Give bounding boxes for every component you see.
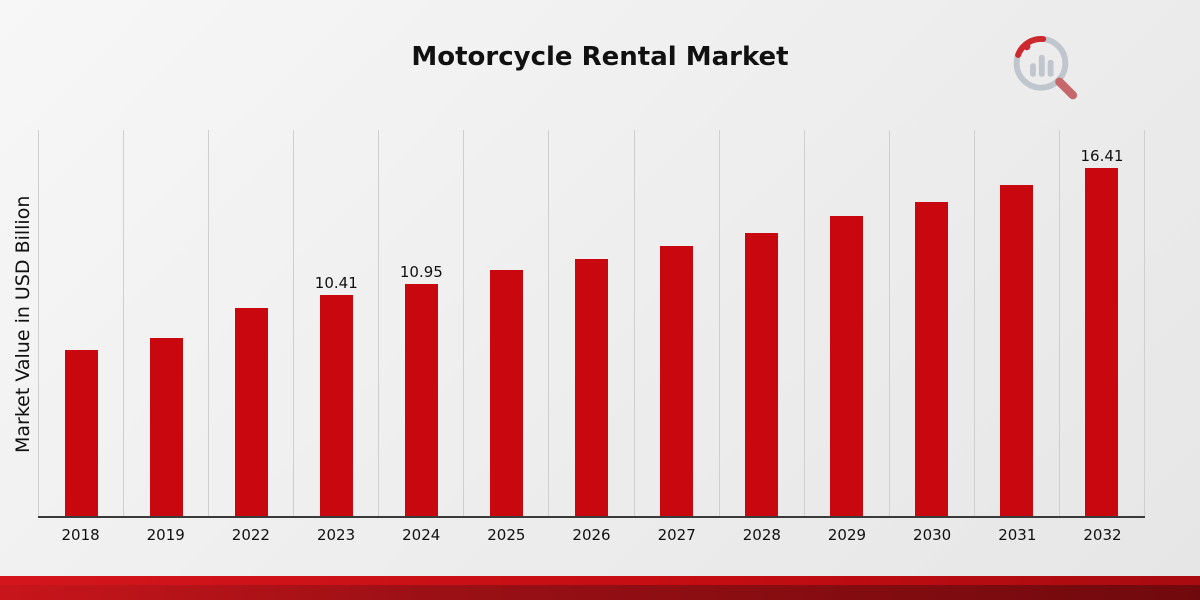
x-tick-2027: 2027 <box>657 526 696 544</box>
x-tick-2024: 2024 <box>402 526 441 544</box>
bar-chart: Market Value in USD Billion 10.41 10.95 16… <box>0 130 1200 544</box>
x-axis-labels: 2018 2019 2022 2023 2024 2025 2026 2027 2028 2029… <box>38 526 1145 544</box>
plot-column-2031 <box>975 130 1060 516</box>
logo-magnifier-handle <box>1055 77 1078 100</box>
plot-column-2028 <box>720 130 805 516</box>
chart-header: Motorcycle Rental Market <box>0 0 1200 130</box>
bar-2032 <box>1085 168 1119 516</box>
bar-2028 <box>745 233 779 516</box>
bar-2030 <box>915 202 949 516</box>
footer-ribbon <box>0 576 1200 600</box>
bar-2025 <box>489 270 523 516</box>
logo-red-dot <box>1022 42 1031 51</box>
plot-column-2025 <box>464 130 550 516</box>
chart-title: Motorcycle Rental Market <box>411 42 789 72</box>
plot-column-2024: 10.95 <box>379 130 465 516</box>
x-tick-2028: 2028 <box>742 526 781 544</box>
plot-column-2022 <box>209 130 295 516</box>
plot-column-2030 <box>890 130 975 516</box>
logo-bar-small-icon <box>1030 63 1036 77</box>
bar-2018 <box>64 350 98 516</box>
x-tick-2030: 2030 <box>913 526 952 544</box>
bar-2026 <box>575 259 608 516</box>
x-tick-2032: 2032 <box>1083 526 1122 544</box>
plot-column-2026 <box>549 130 635 516</box>
x-tick-2018: 2018 <box>61 526 100 544</box>
bar-2023 <box>319 295 353 516</box>
footer-stripe-bottom <box>0 585 1200 600</box>
bar-value-label-2024: 10.95 <box>399 263 443 281</box>
plot-column-2032: 16.41 <box>1060 130 1146 516</box>
x-tick-2025: 2025 <box>487 526 526 544</box>
bar-value-label-2023: 10.41 <box>314 274 358 292</box>
plot-column-2019 <box>124 130 210 516</box>
plot-column-2029 <box>805 130 890 516</box>
x-tick-2019: 2019 <box>146 526 185 544</box>
bar-2029 <box>830 216 864 516</box>
bar-2022 <box>234 308 268 516</box>
bar-2019 <box>149 338 183 516</box>
logo-red-arc <box>1013 35 1069 91</box>
bar-2031 <box>1000 185 1034 516</box>
plot-wrap: 10.41 10.95 16.41 2018 2019 2022 2023 2024 2025… <box>38 130 1146 544</box>
logo-bar-tall-icon <box>1038 54 1045 77</box>
footer-stripe-top <box>0 576 1200 585</box>
plot-column-2027 <box>635 130 720 516</box>
x-tick-2029: 2029 <box>827 526 867 544</box>
bar-value-label-2032: 16.41 <box>1080 147 1124 165</box>
x-tick-2031: 2031 <box>998 526 1037 544</box>
x-tick-2022: 2022 <box>231 526 270 544</box>
x-tick-2023: 2023 <box>316 526 356 544</box>
plot-column-2023: 10.41 <box>294 130 380 516</box>
plot-area: 10.41 10.95 16.41 <box>38 130 1146 518</box>
x-tick-2026: 2026 <box>572 526 611 544</box>
bar-2027 <box>660 246 694 516</box>
plot-column-2018 <box>38 130 125 516</box>
logo-bar-mid-icon <box>1047 59 1054 77</box>
bar-2024 <box>404 284 438 516</box>
y-axis-label: Market Value in USD Billion <box>12 195 34 453</box>
brand-logo <box>1013 35 1078 100</box>
